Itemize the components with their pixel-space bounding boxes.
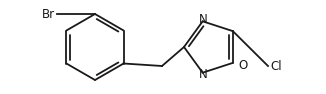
Text: Cl: Cl — [270, 60, 282, 72]
Text: O: O — [239, 59, 248, 72]
Text: Br: Br — [42, 8, 55, 20]
Text: N: N — [199, 68, 208, 81]
Text: N: N — [199, 13, 208, 26]
